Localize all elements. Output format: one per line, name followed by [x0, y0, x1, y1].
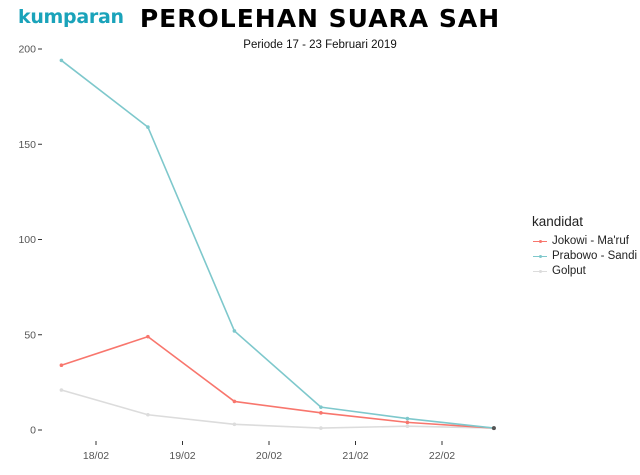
- data-point: [319, 426, 323, 430]
- legend-item: Jokowi - Ma'ruf: [532, 234, 637, 248]
- data-point: [232, 399, 237, 404]
- data-point: [232, 422, 237, 427]
- data-point: [405, 420, 410, 425]
- x-tick-label: 21/02: [342, 450, 368, 462]
- legend-label: Jokowi - Ma'ruf: [552, 235, 629, 247]
- y-tick-label: 150: [18, 139, 36, 151]
- data-point: [59, 58, 64, 63]
- y-tick-label: 100: [18, 234, 36, 246]
- chart-axes: 0 50 100 150 200 18/02 19/02 20/02 21/02 22/02: [18, 44, 455, 463]
- x-tick-label: 22/02: [429, 450, 455, 462]
- legend: kandidat Jokowi - Ma'ruf Prabowo - Sandi G…: [532, 214, 637, 279]
- x-tick-label: 20/02: [256, 450, 282, 462]
- y-tick-label: 200: [18, 44, 36, 56]
- legend-items: Jokowi - Ma'ruf Prabowo - Sandi Golput: [532, 234, 637, 278]
- legend-item: Prabowo - Sandi: [532, 249, 637, 263]
- x-tick-label: 19/02: [169, 450, 195, 462]
- legend-key: [532, 250, 548, 262]
- legend-label: Prabowo - Sandi: [552, 250, 638, 262]
- series-line: [61, 389, 494, 429]
- data-point: [59, 363, 64, 368]
- y-tick-label: 50: [24, 329, 36, 341]
- kumparan-logo: kumparan: [18, 6, 124, 28]
- data-point: [232, 329, 237, 333]
- data-point: [319, 411, 323, 415]
- data-point: [491, 426, 496, 431]
- data-point: [146, 125, 150, 129]
- chart-subtitle: Periode 17 - 23 Februari 2019: [243, 39, 397, 51]
- legend-key: [532, 265, 548, 277]
- logo-text: kumparan: [18, 6, 124, 28]
- data-point: [405, 424, 410, 428]
- legend-title: kandidat: [532, 214, 584, 229]
- data-point: [146, 334, 150, 339]
- x-tick-label: 18/02: [83, 450, 109, 462]
- chart-title: PEROLEHAN SUARA SAH: [139, 4, 501, 33]
- data-point: [405, 416, 410, 421]
- data-point: [59, 388, 64, 392]
- data-point: [319, 405, 323, 409]
- series-line: [60, 59, 494, 429]
- legend-item: Golput: [532, 264, 637, 278]
- series-line: [61, 335, 494, 429]
- y-tick-label: 0: [30, 425, 36, 437]
- legend-key: [532, 235, 548, 247]
- legend-label: Golput: [552, 265, 586, 277]
- data-point: [146, 412, 150, 417]
- chart-marks: [59, 58, 496, 431]
